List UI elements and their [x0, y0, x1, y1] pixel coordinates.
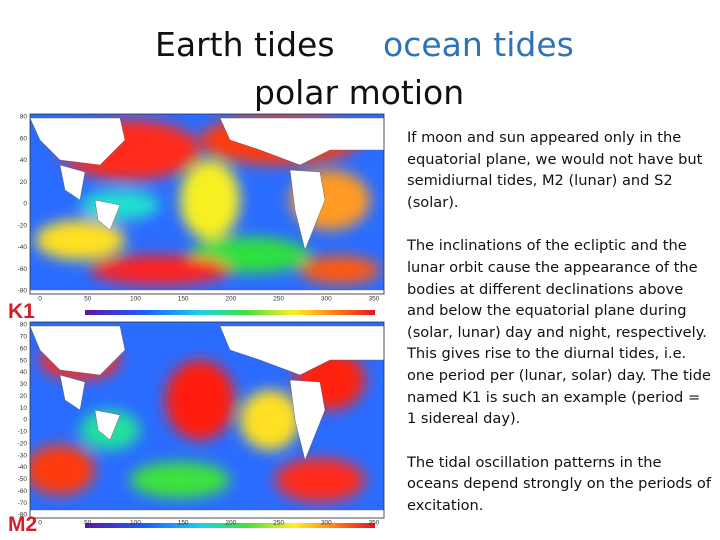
colorbar	[85, 310, 375, 315]
y-tick-label: -80	[18, 512, 28, 519]
continents	[29, 117, 385, 519]
y-tick-label: 60	[20, 345, 28, 352]
y-tick-label: 60	[20, 135, 28, 142]
x-tick-label: 150	[178, 296, 189, 303]
x-tick-label: 300	[321, 520, 332, 527]
paragraph: The tidal oscillation patterns in the oc…	[407, 453, 711, 514]
x-tick-label: 50	[84, 296, 92, 303]
x-tick-label: 150	[178, 520, 189, 527]
x-tick-label: 200	[225, 520, 236, 527]
y-tick-label: 80	[20, 322, 28, 329]
y-tick-label: -50	[18, 476, 28, 483]
y-tick-label: -70	[18, 500, 28, 507]
map-label: M2	[8, 513, 38, 536]
x-tick-label: 350	[369, 520, 380, 527]
y-tick-label: 0	[23, 417, 27, 424]
x-tick-label: 0	[38, 520, 42, 527]
y-tick-label: 20	[20, 179, 28, 186]
map-label: K1	[8, 300, 35, 323]
y-tick-label: 80	[20, 114, 28, 121]
y-tick-label: -40	[18, 244, 28, 251]
y-tick-label: -40	[18, 464, 28, 471]
y-tick-label: 30	[20, 381, 28, 388]
x-tick-label: 250	[273, 520, 284, 527]
title: Earth tides	[155, 25, 335, 64]
y-tick-label: 70	[20, 334, 28, 341]
x-tick-label: 100	[130, 296, 141, 303]
colorbar	[85, 523, 375, 528]
y-tick-label: -60	[18, 266, 28, 273]
paragraph: The inclinations of the ecliptic and the…	[407, 237, 711, 428]
y-tick-label: -20	[18, 440, 28, 447]
y-tick-label: -10	[18, 429, 28, 436]
y-tick-label: 40	[20, 369, 28, 376]
x-tick-label: 0	[38, 296, 42, 303]
map-frame	[29, 113, 385, 295]
x-tick-label: 350	[369, 296, 380, 303]
paragraph: If moon and sun appeared only in the equ…	[407, 129, 703, 211]
y-tick-label: 50	[20, 357, 28, 364]
map-frame	[29, 321, 385, 519]
x-tick-label: 200	[225, 296, 236, 303]
x-tick-label: 50	[84, 520, 92, 527]
y-tick-label: -80	[18, 288, 28, 295]
title: polar motion	[254, 73, 465, 112]
y-tick-label: -30	[18, 452, 28, 459]
y-tick-label: 0	[23, 201, 27, 208]
text-body: If moon and sun appeared only in the equ…	[407, 127, 712, 539]
x-tick-label: 250	[273, 296, 284, 303]
x-tick-label: 100	[130, 520, 141, 527]
title: ocean tides	[383, 25, 574, 64]
y-tick-label: 20	[20, 393, 28, 400]
y-tick-label: -20	[18, 222, 28, 229]
x-tick-label: 300	[321, 296, 332, 303]
y-tick-label: 40	[20, 157, 28, 164]
y-tick-label: 10	[20, 405, 28, 412]
y-tick-label: -60	[18, 488, 28, 495]
